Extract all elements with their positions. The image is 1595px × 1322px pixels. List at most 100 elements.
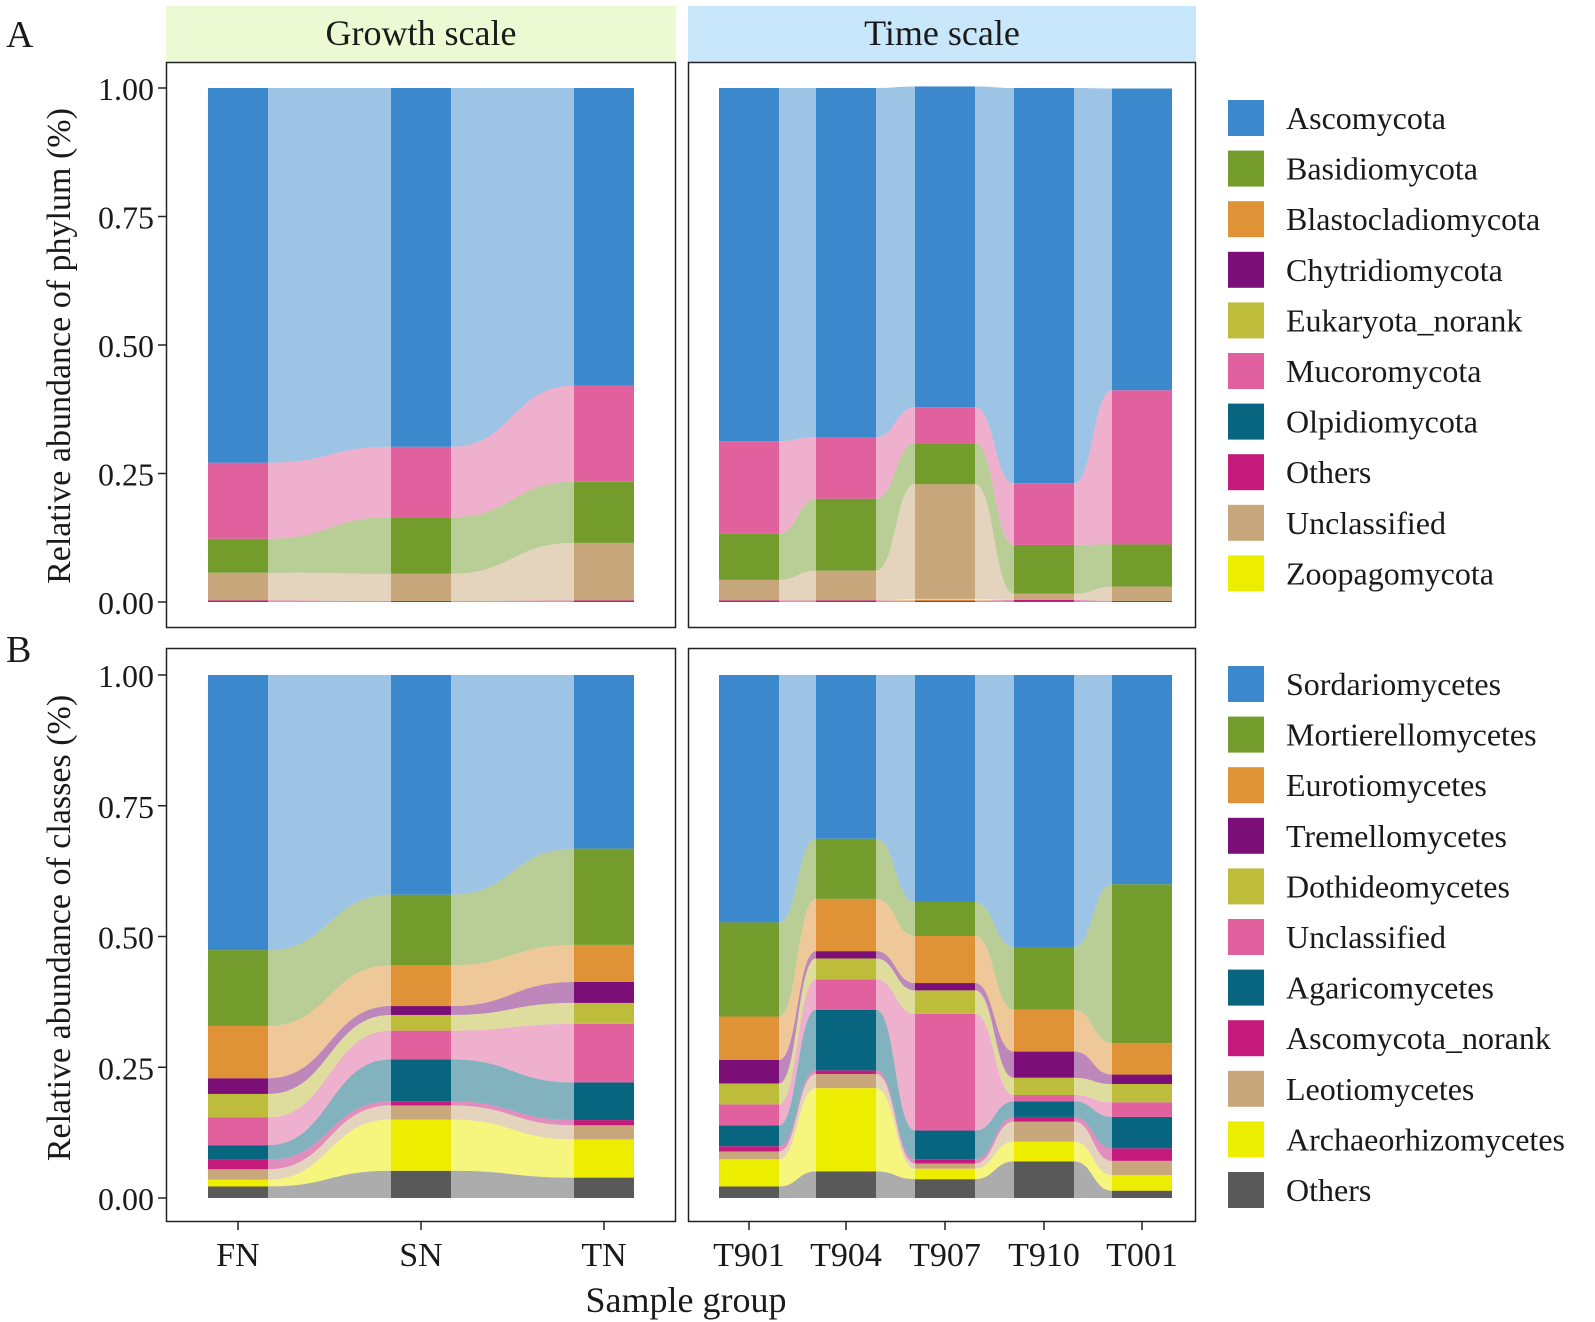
- bar-tn-ascomycota: [574, 88, 634, 386]
- bar-t907-eurotiomycetes: [915, 935, 975, 984]
- flow-unclassified-t901-t904: [779, 570, 816, 601]
- bar-t901-agaricomycetes: [719, 1125, 779, 1147]
- flow-dothideomycetes-sn-tn: [451, 1002, 574, 1031]
- legend-1: Sordariomycetes Mortierellomycetes Eurotio…: [1228, 666, 1565, 1208]
- flow-leotiomycetes-t907-t910: [975, 1121, 1014, 1169]
- y-tick-label-1-0.00: 0.00: [98, 1181, 154, 1217]
- flow-ascomycota_norank-t907-t910: [975, 1116, 1014, 1164]
- legend-label-unclassified: Unclassified: [1286, 505, 1446, 541]
- bar-t901-unclassified: [719, 1104, 779, 1126]
- y-tick-label-1-0.75: 0.75: [98, 789, 154, 825]
- flow-tremellomycetes-sn-tn: [451, 982, 574, 1015]
- strip-growth-background: [166, 6, 676, 62]
- flow-mucoromycota-fn-sn: [268, 446, 391, 539]
- flow-archaeorhizomycetes-sn-tn: [451, 1119, 574, 1178]
- flow-others-t904-t907: [876, 1171, 915, 1198]
- x-tick-label-t901: T901: [713, 1237, 785, 1274]
- bar-tn-tremellomycetes: [574, 982, 634, 1003]
- flow-mortierellomycetes-sn-tn: [451, 848, 574, 966]
- bar-fn-leotiomycetes: [208, 1169, 268, 1180]
- flow-agaricomycetes-fn-sn: [268, 1059, 391, 1160]
- legend-swatch-agaricomycetes: [1228, 969, 1264, 1006]
- legend-label-olpidiomycota: Olpidiomycota: [1286, 404, 1478, 440]
- panel-frame: [687, 647, 1197, 1223]
- bar-t001-unclassified: [1112, 586, 1172, 601]
- legend-swatch-others: [1228, 1172, 1264, 1208]
- flow-dothideomycetes-fn-sn: [268, 1014, 391, 1118]
- bar-t001-ascomycota: [1112, 88, 1172, 391]
- y-tick-label-0-0.75: 0.75: [98, 200, 154, 236]
- bar-t904-dothideomycetes: [816, 958, 876, 980]
- bar-sn-leotiomycetes: [391, 1105, 451, 1120]
- flow-others-t901-t904: [779, 1171, 816, 1198]
- bar-t901-leotiomycetes: [719, 1151, 779, 1160]
- bar-sn-ascomycota_norank: [391, 1101, 451, 1106]
- flow-sordariomycetes-fn-sn: [268, 675, 391, 951]
- flow-leotiomycetes-t901-t904: [779, 1074, 816, 1160]
- bar-t901-basidiomycota: [719, 533, 779, 580]
- bar-t901-ascomycota_norank: [719, 1146, 779, 1152]
- flow-ascomycota_norank-fn-sn: [268, 1101, 391, 1170]
- bar-tn-unclassified: [574, 1023, 634, 1083]
- flow-basidiomycota-t901-t904: [779, 498, 816, 580]
- bar-t910-mortierellomycetes: [1014, 946, 1074, 1010]
- bar-sn-tremellomycetes: [391, 1006, 451, 1015]
- legend-label-eukaryota_norank: Eukaryota_norank: [1286, 302, 1522, 338]
- flow-sordariomycetes-t907-t910: [975, 675, 1014, 947]
- y-tick-label-1-0.50: 0.50: [98, 920, 154, 956]
- flow-unclassified-sn-tn: [451, 1023, 574, 1083]
- bar-tn-eurotiomycetes: [574, 944, 634, 983]
- flow-unclassified-t907-t910: [975, 484, 1014, 600]
- flow-basidiomycota-t904-t907: [876, 443, 915, 571]
- bar-t907-ascomycota_norank: [915, 1159, 975, 1164]
- strip-time-background: [688, 6, 1196, 62]
- flow-ascomycota-t901-t904: [779, 88, 816, 442]
- bar-t907-others: [915, 1179, 975, 1198]
- bar-t901-dothideomycetes: [719, 1083, 779, 1105]
- panel-letter-a: A: [6, 14, 34, 56]
- bar-tn-ascomycota_norank: [574, 1120, 634, 1126]
- bar-t901-mortierellomycetes: [719, 922, 779, 1017]
- flow-others-sn-tn: [451, 600, 574, 602]
- flow-unclassified-t910-t001: [1074, 1094, 1112, 1117]
- strip-time-title: Time scale: [864, 13, 1020, 53]
- bar-sn-dothideomycetes: [391, 1014, 451, 1031]
- bar-t901-archaeorhizomycetes: [719, 1159, 779, 1187]
- panel-frame: [165, 647, 677, 1223]
- bar-fn-ascomycota: [208, 88, 268, 463]
- bar-t904-archaeorhizomycetes: [816, 1088, 876, 1172]
- bar-t904-eurotiomycetes: [816, 898, 876, 952]
- bar-t001-others: [1112, 600, 1172, 602]
- legend-label-sordariomycetes: Sordariomycetes: [1286, 666, 1501, 702]
- flow-ascomycota-fn-sn: [268, 88, 391, 463]
- flow-dothideomycetes-t907-t910: [975, 990, 1014, 1095]
- plot-layer: 0.00 0.25 0.50 0.75 1.00 Ascomycota Basidiomyc…: [98, 61, 1565, 1274]
- legend-swatch-archaeorhizomycetes: [1228, 1121, 1264, 1158]
- flow-archaeorhizomycetes-t910-t001: [1074, 1141, 1112, 1191]
- bar-t001-agaricomycetes: [1112, 1116, 1172, 1149]
- flow-others-fn-sn: [268, 1170, 391, 1198]
- flow-eurotiomycetes-t910-t001: [1074, 1009, 1112, 1075]
- bar-fn-others: [208, 1186, 268, 1198]
- bar-sn-mucoromycota: [391, 446, 451, 518]
- legend-swatch-unclassified: [1228, 919, 1264, 955]
- flow-sordariomycetes-t901-t904: [779, 675, 816, 923]
- flow-basidiomycota-fn-sn: [268, 517, 391, 574]
- bar-t907-others: [915, 600, 975, 602]
- legend-label-mucoromycota: Mucoromycota: [1286, 353, 1482, 389]
- flow-archaeorhizomycetes-t904-t907: [876, 1088, 915, 1180]
- bar-t907-agaricomycetes: [915, 1130, 975, 1160]
- bar-t907-zoopagomycota: [915, 598, 975, 601]
- flow-tremellomycetes-t907-t910: [975, 983, 1014, 1078]
- legend-label-others: Others: [1286, 454, 1371, 490]
- flow-sordariomycetes-t904-t907: [876, 675, 915, 902]
- bar-fn-agaricomycetes: [208, 1145, 268, 1160]
- bar-t001-dothideomycetes: [1112, 1083, 1172, 1103]
- bar-t910-eurotiomycetes: [1014, 1009, 1074, 1052]
- panel-letter-b: B: [6, 629, 31, 671]
- bar-t910-unclassified: [1014, 1094, 1074, 1102]
- legend-swatch-blastocladiomycota: [1228, 201, 1264, 238]
- bar-t910-dothideomycetes: [1014, 1077, 1074, 1095]
- legend-label-unclassified: Unclassified: [1286, 919, 1446, 955]
- x-axis-title: Sample group: [586, 1280, 787, 1320]
